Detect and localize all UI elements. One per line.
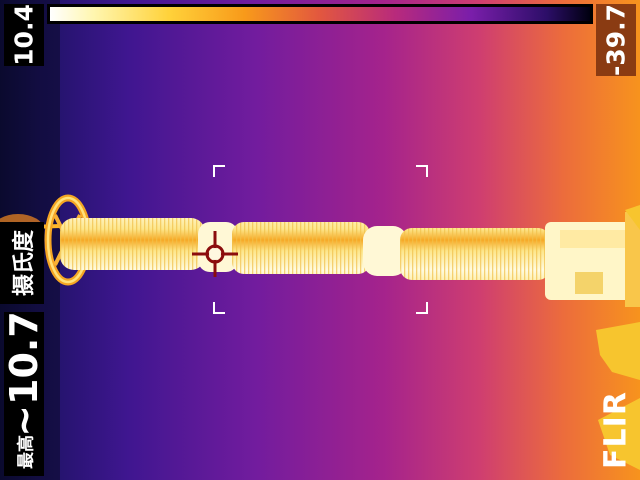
flir-logo: FLIR bbox=[592, 380, 640, 480]
hot-vegetation bbox=[596, 205, 640, 470]
measure-box-corner-bottom-left bbox=[213, 302, 225, 314]
color-scale-bar bbox=[47, 4, 593, 24]
max-measurement-value: ~10.7 bbox=[2, 311, 46, 437]
measure-box-corner-top-left bbox=[213, 165, 225, 177]
scale-max-value: -39.7 bbox=[601, 3, 631, 77]
scale-min-value: 10.4 bbox=[9, 4, 39, 66]
pipe-end-fitting bbox=[545, 212, 640, 307]
measure-box-corner-bottom-right bbox=[416, 302, 428, 314]
max-measurement-label: 最高 bbox=[16, 435, 37, 469]
measure-box-corner-top-right bbox=[416, 165, 428, 177]
color-scale-gradient bbox=[50, 7, 590, 21]
scale-max-box: -39.7 bbox=[596, 4, 636, 76]
pipe-joint-2 bbox=[363, 226, 407, 276]
unit-label: 摄氏度 bbox=[11, 229, 37, 297]
flir-logo-text: FLIR bbox=[598, 391, 634, 469]
crosshair-icon[interactable] bbox=[190, 229, 240, 279]
pipe-segment-1 bbox=[60, 218, 205, 270]
unit-label-box: 摄氏度 bbox=[0, 222, 44, 304]
scale-min-box: 10.4 bbox=[4, 4, 44, 66]
max-measurement-box: ~10.7 最高 bbox=[2, 311, 46, 476]
pipe-segment-3 bbox=[400, 228, 550, 280]
pipe-segment-2 bbox=[232, 222, 370, 274]
